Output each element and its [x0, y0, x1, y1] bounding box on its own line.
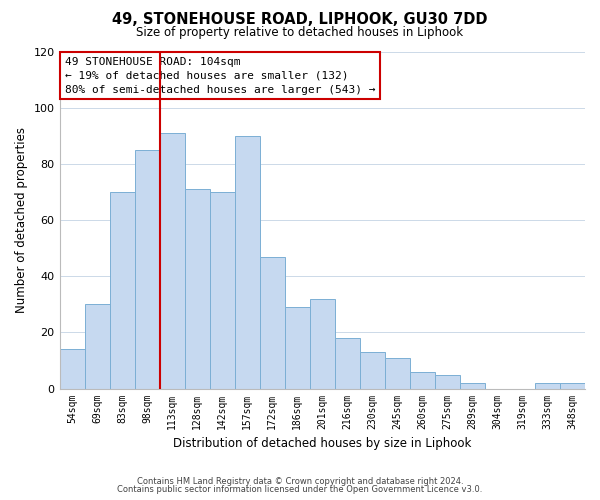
Bar — [185, 189, 209, 388]
Bar — [535, 383, 560, 388]
Bar — [410, 372, 435, 388]
Bar — [59, 349, 85, 389]
Bar — [160, 133, 185, 388]
X-axis label: Distribution of detached houses by size in Liphook: Distribution of detached houses by size … — [173, 437, 472, 450]
Text: 49, STONEHOUSE ROAD, LIPHOOK, GU30 7DD: 49, STONEHOUSE ROAD, LIPHOOK, GU30 7DD — [112, 12, 488, 28]
Text: 49 STONEHOUSE ROAD: 104sqm
← 19% of detached houses are smaller (132)
80% of sem: 49 STONEHOUSE ROAD: 104sqm ← 19% of deta… — [65, 56, 375, 94]
Bar — [260, 256, 285, 388]
Bar — [235, 136, 260, 388]
Bar — [335, 338, 360, 388]
Bar — [134, 150, 160, 388]
Y-axis label: Number of detached properties: Number of detached properties — [15, 127, 28, 313]
Bar — [310, 298, 335, 388]
Bar — [85, 304, 110, 388]
Text: Contains public sector information licensed under the Open Government Licence v3: Contains public sector information licen… — [118, 484, 482, 494]
Bar — [360, 352, 385, 389]
Text: Size of property relative to detached houses in Liphook: Size of property relative to detached ho… — [136, 26, 464, 39]
Bar — [385, 358, 410, 388]
Bar — [435, 374, 460, 388]
Bar — [460, 383, 485, 388]
Bar — [285, 307, 310, 388]
Text: Contains HM Land Registry data © Crown copyright and database right 2024.: Contains HM Land Registry data © Crown c… — [137, 477, 463, 486]
Bar — [110, 192, 134, 388]
Bar — [209, 192, 235, 388]
Bar — [560, 383, 585, 388]
